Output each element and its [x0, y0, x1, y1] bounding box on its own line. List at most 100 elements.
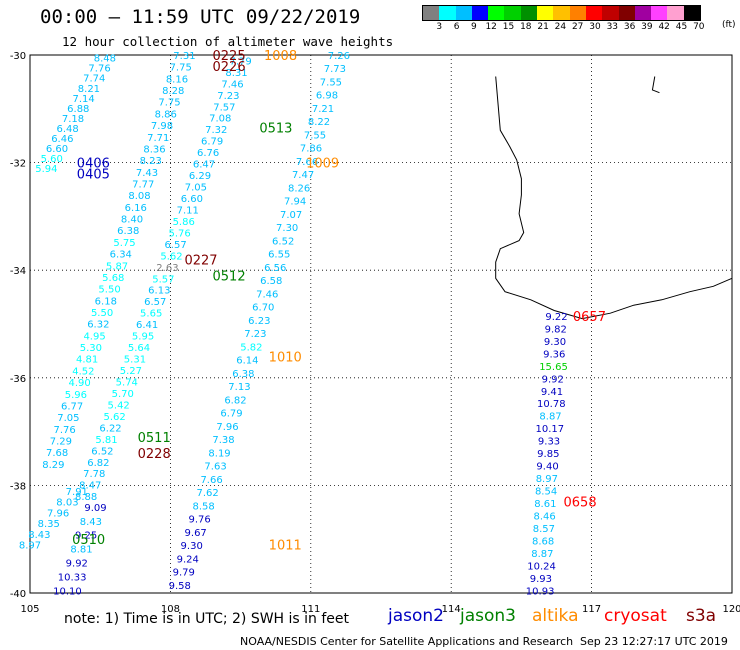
wave-height-value: 9.82 — [545, 324, 567, 335]
wave-height-value: 5.68 — [102, 273, 124, 284]
wave-height-value: 7.63 — [204, 462, 226, 473]
wave-height-value: 5.42 — [108, 400, 130, 411]
wave-height-value: 7.43 — [136, 168, 158, 179]
wave-height-value: 7.75 — [170, 63, 192, 74]
wave-height-value: 5.81 — [95, 435, 117, 446]
wave-height-value: 6.88 — [67, 104, 89, 115]
wave-height-value: 5.30 — [80, 343, 102, 354]
wave-height-value: 6.14 — [236, 356, 258, 367]
pass-time-label: 0510 — [72, 533, 105, 548]
wave-height-value: 8.58 — [192, 501, 214, 512]
legend-tick-label: 45 — [675, 22, 688, 32]
wave-height-value: 7.23 — [244, 329, 266, 340]
legend-unit: (ft) — [722, 20, 736, 30]
wave-height-value: 9.36 — [543, 349, 565, 360]
wave-height-value: 7.21 — [312, 104, 334, 115]
wave-height-value: 9.41 — [541, 387, 563, 398]
wave-height-value: 7.29 — [50, 437, 72, 448]
wave-height-value: 7.55 — [320, 77, 342, 88]
lat-tick-label: -36 — [10, 374, 26, 385]
legend-tick-label: 42 — [658, 22, 670, 32]
wave-height-value: 5.75 — [113, 238, 135, 249]
wave-height-value: 5.64 — [128, 343, 150, 354]
wave-height-value: 6.13 — [148, 286, 170, 297]
wave-height-value: 7.47 — [292, 170, 314, 181]
wave-height-value: 6.38 — [117, 226, 139, 237]
wave-height-value: 9.79 — [173, 568, 195, 579]
wave-height-value: 10.93 — [526, 586, 555, 597]
wave-height-value: 6.79 — [201, 137, 223, 148]
generation-timestamp: Sep 23 12:27:17 UTC 2019 — [580, 635, 728, 648]
pass-time-label: 1011 — [269, 539, 302, 554]
wave-height-value: 6.38 — [232, 369, 254, 380]
wave-height-value: 8.03 — [56, 498, 78, 509]
legend-tick-label: 12 — [485, 22, 497, 32]
pass-time-label: 0227 — [184, 253, 217, 268]
wave-height-value: 7.91 — [66, 487, 88, 498]
wave-height-value: 8.40 — [121, 215, 143, 226]
wave-height-value: 9.33 — [538, 437, 560, 448]
legend-swatch — [423, 6, 440, 20]
wave-height-value: 4.95 — [83, 331, 105, 342]
pass-time-label: 1009 — [306, 157, 339, 172]
wave-height-value: 8.87 — [531, 549, 553, 560]
wave-height-value: 7.77 — [132, 180, 154, 191]
wave-height-value: 6.47 — [193, 160, 215, 171]
satellite-altika: altika — [532, 606, 579, 626]
pass-time-label: 1008 — [264, 49, 297, 64]
wave-height-value: 8.08 — [128, 191, 150, 202]
wave-height-value: 5.87 — [106, 261, 128, 272]
wave-height-value: 5.31 — [124, 355, 146, 366]
lon-tick-label: 108 — [161, 604, 180, 615]
wave-height-value: 8.48 — [94, 54, 116, 65]
wave-height-value: 8.47 — [79, 481, 101, 492]
credit-text: NOAA/NESDIS Center for Satellite Applica… — [240, 635, 574, 648]
wave-height-value: 9.76 — [189, 515, 211, 526]
legend-tick-label: 15 — [502, 22, 515, 32]
lon-tick-label: 105 — [20, 604, 39, 615]
wave-height-value: 7.26 — [328, 51, 350, 62]
wave-height-value: 8.23 — [140, 156, 162, 167]
legend-swatch — [455, 6, 472, 20]
wave-height-value: 10.10 — [53, 586, 82, 597]
wave-height-value: 6.57 — [144, 297, 166, 308]
legend-tick-label: 9 — [471, 22, 477, 32]
pass-time-label: 0658 — [564, 496, 597, 511]
legend-tick-label: 3 — [436, 22, 443, 32]
wave-height-value: 7.46 — [221, 79, 243, 90]
lon-tick-label: 111 — [301, 604, 320, 615]
wave-height-value: 10.33 — [58, 572, 87, 583]
legend-swatch — [634, 6, 652, 20]
wave-height-value: 7.76 — [88, 64, 110, 75]
legend-tick-label: 27 — [571, 22, 584, 32]
wave-height-value: 7.76 — [53, 425, 75, 436]
wave-height-value: 7.30 — [276, 223, 298, 234]
wave-height-value: 5.96 — [65, 390, 87, 401]
wave-height-value: 4.52 — [72, 366, 94, 377]
wave-height-value: 7.71 — [147, 133, 169, 144]
wave-height-value: 6.98 — [316, 91, 338, 102]
pass-time-label: 0657 — [573, 310, 606, 325]
legend-swatch — [585, 6, 603, 20]
wave-height-value: 7.11 — [177, 205, 199, 216]
wave-height-value: 6.55 — [268, 250, 290, 261]
wave-height-value: 5.50 — [91, 308, 113, 319]
wave-height-value: 5.82 — [240, 342, 262, 353]
lon-tick-label: 114 — [442, 604, 461, 615]
wave-height-value: 6.16 — [125, 203, 147, 214]
legend-swatch — [553, 6, 570, 20]
pass-time-label: 0225 — [213, 49, 246, 64]
wave-height-value: 7.31 — [173, 51, 195, 62]
satellite-jason2: jason2 — [388, 606, 444, 626]
wave-height-value: 10.17 — [535, 424, 564, 435]
wave-height-value: 6.60 — [46, 144, 68, 155]
wave-height-value: 7.62 — [196, 488, 218, 499]
legend-swatch — [520, 6, 538, 20]
wave-height-value: 7.08 — [209, 114, 231, 125]
wave-height-value: 9.30 — [544, 337, 566, 348]
wave-height-value: 5.86 — [173, 217, 195, 228]
wave-height-value: 6.46 — [51, 134, 73, 145]
wave-height-value: 8.87 — [539, 412, 561, 423]
legend-tick-label: 70 — [693, 22, 705, 32]
wave-height-value: 6.52 — [272, 236, 294, 247]
